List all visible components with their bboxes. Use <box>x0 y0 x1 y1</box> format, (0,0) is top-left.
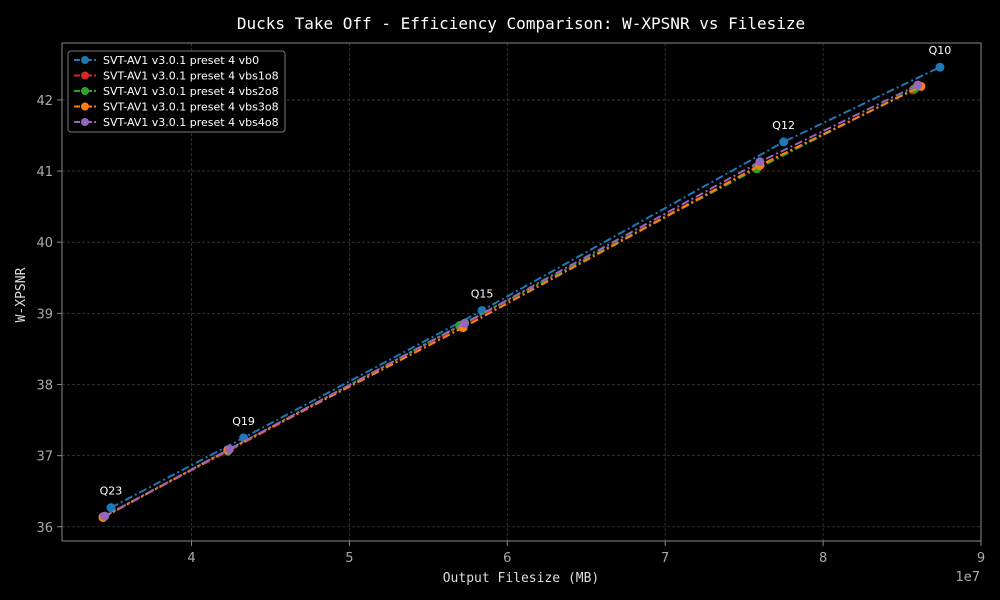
x-tick-label: 7 <box>661 551 669 566</box>
legend-entry: SVT-AV1 v3.0.1 preset 4 vb0 <box>103 54 259 67</box>
data-point <box>224 444 234 454</box>
annotation-label: Q15 <box>471 287 494 300</box>
data-point <box>779 137 789 147</box>
series-line <box>110 66 941 509</box>
legend-swatch-marker <box>81 71 89 80</box>
legend-box <box>67 50 286 133</box>
y-axis-label: W-XPSNR <box>14 267 29 322</box>
x-offset-label: 1e7 <box>955 570 980 585</box>
data-point <box>100 511 110 521</box>
series-line <box>104 84 919 517</box>
legend-swatch-marker <box>81 118 89 126</box>
legend-entry: SVT-AV1 v3.0.1 preset 4 vbs1o8 <box>103 70 279 83</box>
annotation-label: Q19 <box>232 415 255 428</box>
legend-swatch-marker <box>81 87 89 95</box>
x-tick-label: 4 <box>187 551 195 566</box>
series-4 <box>100 80 923 521</box>
legend-swatch-marker <box>81 102 89 111</box>
x-tick-label: 8 <box>819 551 827 566</box>
data-point <box>935 62 945 72</box>
data-point <box>755 157 765 167</box>
y-tick-label: 38 <box>36 378 53 393</box>
y-tick-label: 42 <box>36 94 53 109</box>
y-tick-label: 40 <box>36 236 53 251</box>
legend-swatch-marker <box>81 56 89 64</box>
y-tick-label: 39 <box>36 307 53 322</box>
annotation-layer: Q10 Q12 Q15 Q19 Q23 <box>100 44 952 497</box>
x-tick-label: 9 <box>977 551 985 566</box>
x-axis-label: Output Filesize (MB) <box>443 571 600 586</box>
data-point <box>106 503 116 513</box>
data-point <box>460 318 470 328</box>
x-tick-label: 6 <box>503 551 511 566</box>
annotation-label: Q23 <box>100 485 123 498</box>
annotation-label: Q10 <box>929 44 952 57</box>
legend-entry: SVT-AV1 v3.0.1 preset 4 vbs4o8 <box>103 116 279 129</box>
y-tick-label: 36 <box>36 521 53 536</box>
x-tick-label: 5 <box>345 551 353 566</box>
y-tick-label: 37 <box>36 450 53 465</box>
chart-title: Ducks Take Off - Efficiency Comparison: … <box>237 14 805 33</box>
legend-entry: SVT-AV1 v3.0.1 preset 4 vbs2o8 <box>103 85 279 98</box>
legend: SVT-AV1 v3.0.1 preset 4 vb0 SVT-AV1 v3.0.… <box>67 50 286 133</box>
legend-entry: SVT-AV1 v3.0.1 preset 4 vbs3o8 <box>103 101 279 114</box>
axis-ticks: 4 5 6 7 8 9 36 37 38 39 40 41 42 <box>36 94 985 566</box>
series-layer <box>98 62 945 523</box>
data-point <box>913 80 923 90</box>
y-tick-label: 41 <box>36 165 53 180</box>
plot-frame <box>61 42 982 542</box>
annotation-label: Q12 <box>772 119 795 132</box>
